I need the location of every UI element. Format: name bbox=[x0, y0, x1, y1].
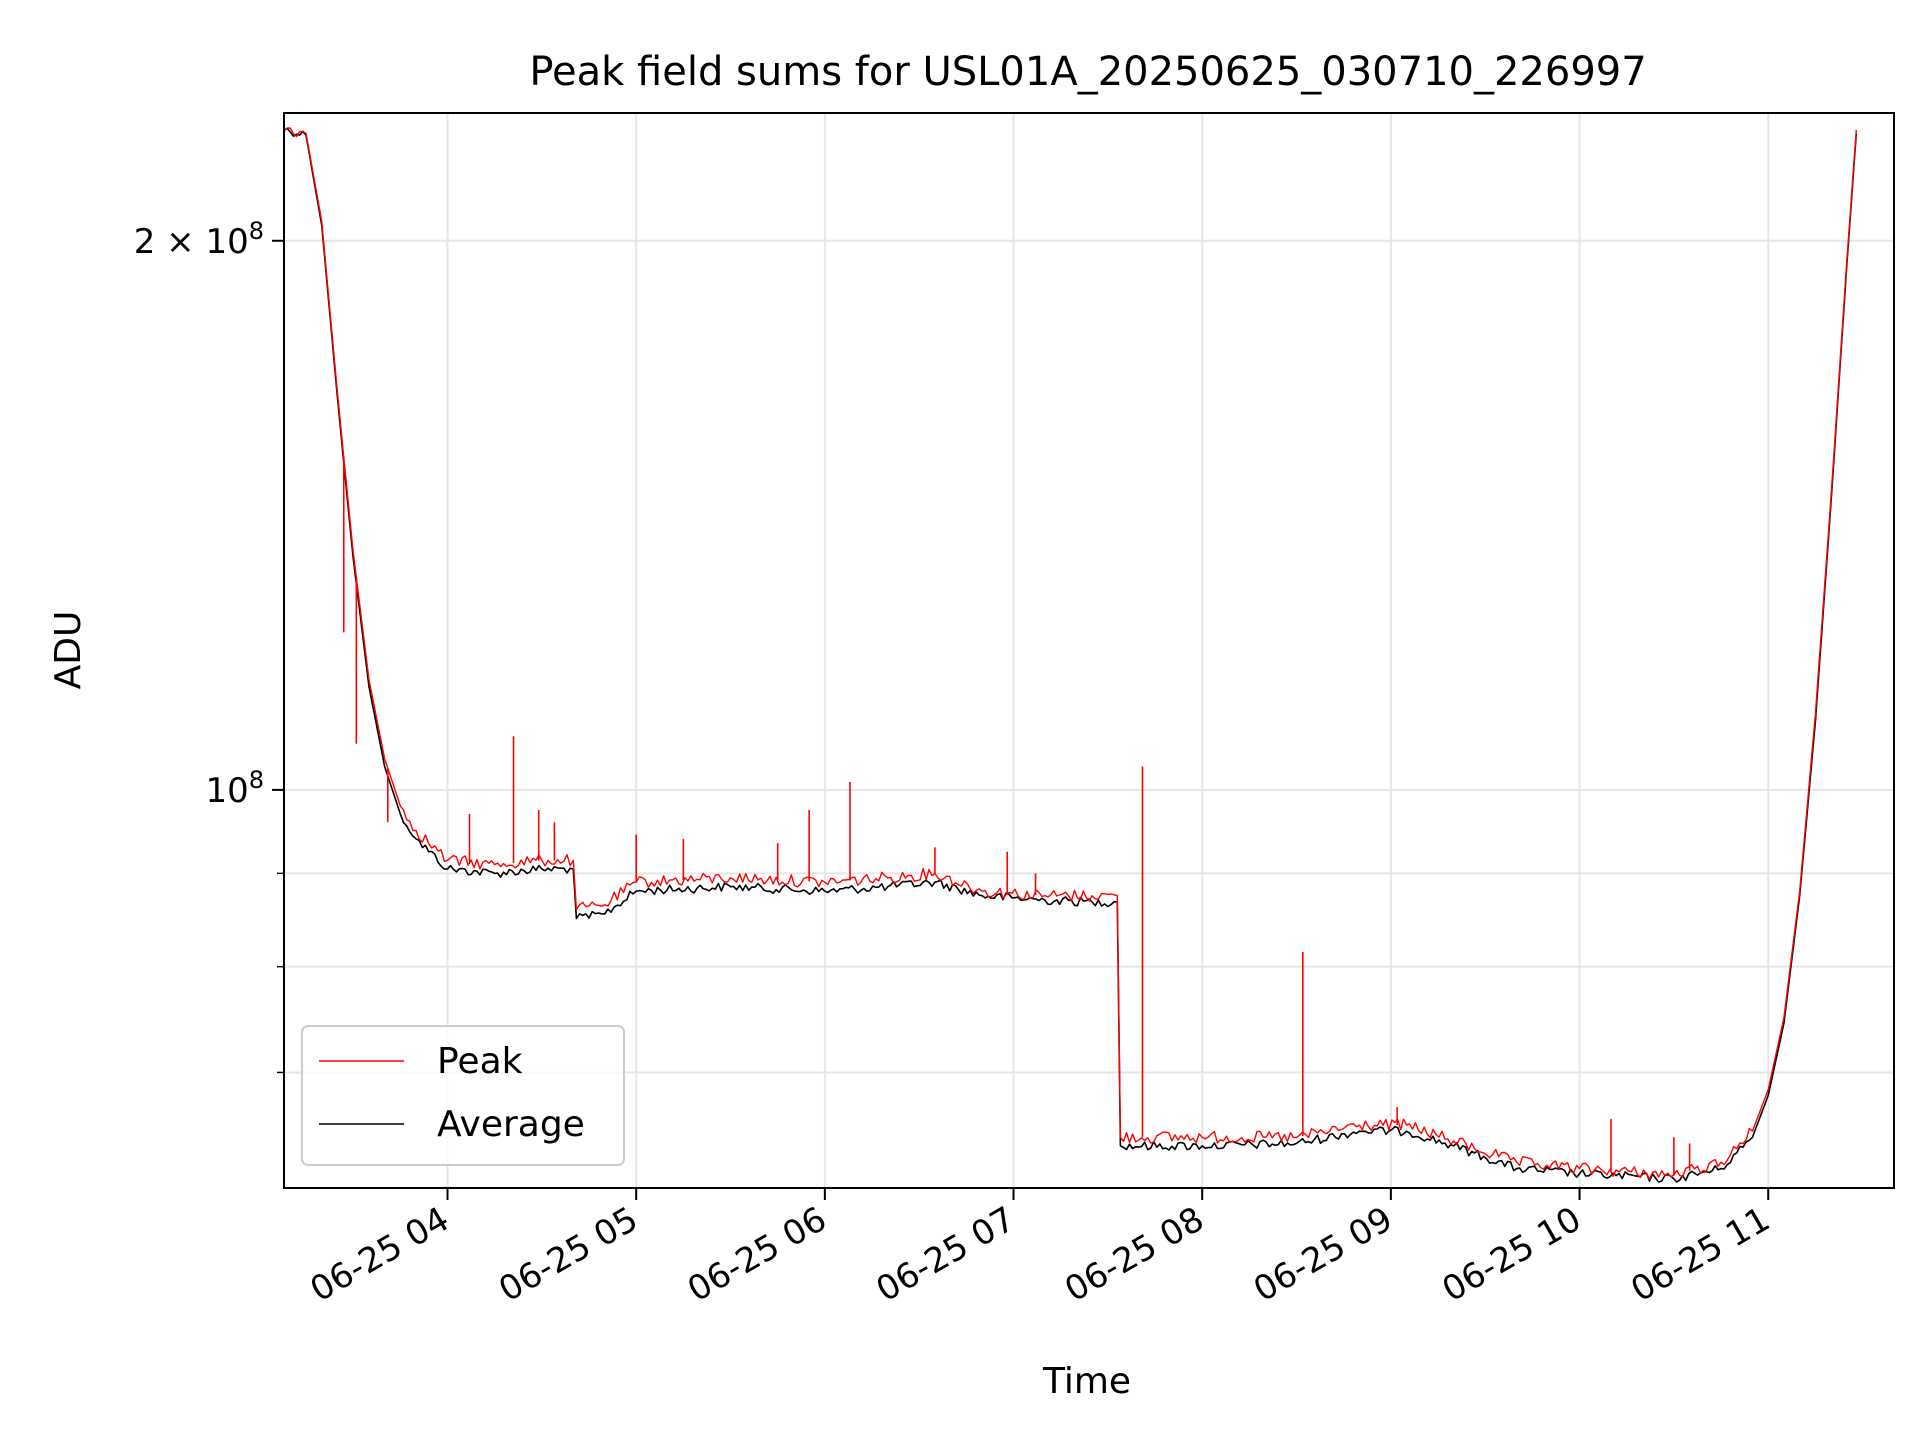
series-peak-line bbox=[284, 127, 1857, 1180]
chart-title: Peak field sums for USL01A_20250625_0307… bbox=[529, 49, 1646, 95]
y-axis-ticks: 108 2 × 108 bbox=[134, 217, 284, 1074]
legend: Peak Average bbox=[301, 1025, 625, 1166]
x-axis-label: Time bbox=[1042, 1361, 1131, 1402]
legend-label-peak: Peak bbox=[437, 1041, 523, 1082]
y-tick-label: 2 × 108 bbox=[134, 217, 264, 262]
series-layer bbox=[284, 127, 1858, 1183]
legend-label-average: Average bbox=[437, 1104, 585, 1145]
series-average-line bbox=[284, 127, 1858, 1183]
y-axis-label: ADU bbox=[48, 611, 89, 690]
y-tick-label: 108 bbox=[205, 766, 264, 811]
plot-frame bbox=[283, 112, 1895, 1189]
